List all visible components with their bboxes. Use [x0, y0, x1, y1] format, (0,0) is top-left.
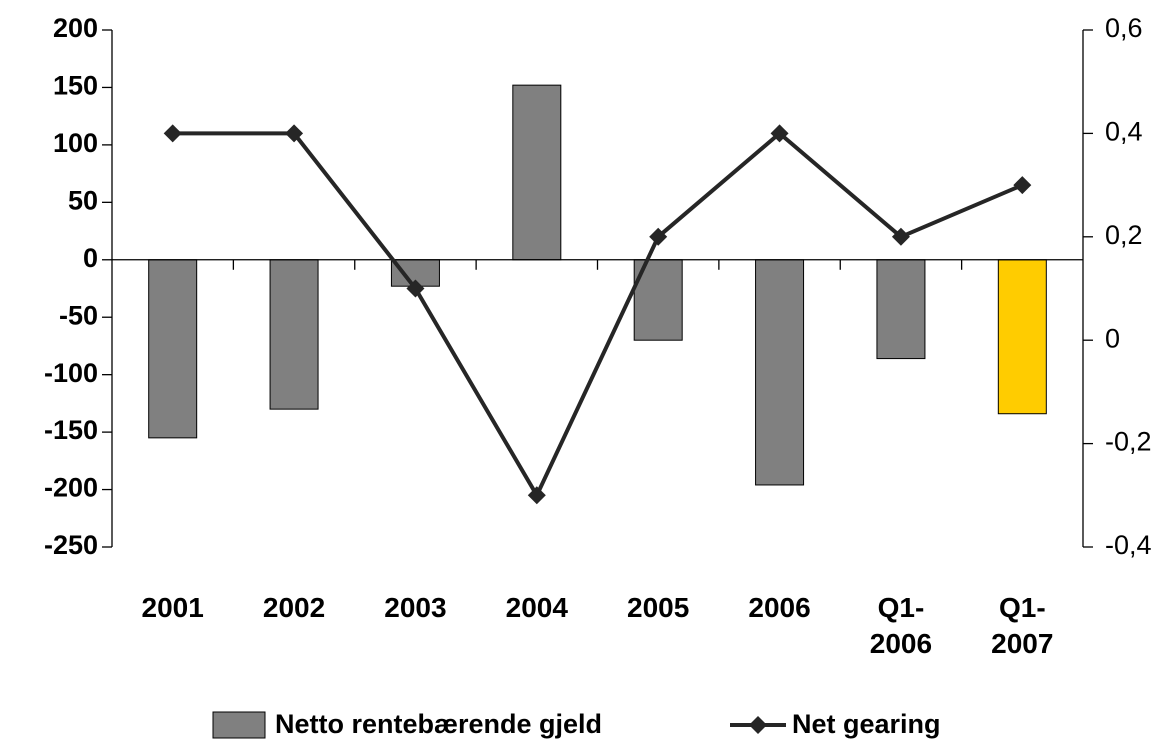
x-tick-label: 2002	[262, 592, 326, 623]
legend-marker	[749, 716, 767, 734]
line-marker	[649, 227, 668, 246]
bar	[512, 84, 562, 261]
y-tick-label: -100	[44, 358, 98, 388]
y-tick-label: 50	[68, 185, 98, 215]
x-tick-label: 2006	[748, 592, 811, 623]
line	[172, 130, 1024, 500]
y2-tick-label: 0,4	[1105, 117, 1143, 147]
x-tick-label: 2004	[505, 592, 568, 623]
y-tick-label: 200	[53, 13, 98, 43]
y-tick-label: -250	[44, 530, 98, 560]
y-tick-label: 150	[53, 71, 98, 101]
y-tick-label: -150	[44, 415, 98, 445]
line-marker	[891, 227, 910, 246]
y2-tick-label: 0,2	[1105, 220, 1143, 250]
bar	[269, 259, 319, 410]
bar	[876, 259, 926, 360]
line-marker	[285, 124, 304, 143]
x-tick-label: Q1-2006	[869, 592, 933, 659]
y2-tick-label: -0,4	[1105, 530, 1152, 560]
x-tick-label: 2001	[141, 592, 204, 623]
line-marker	[163, 124, 182, 143]
y-tick-label: 100	[53, 128, 98, 158]
x-tick-label: Q1-2007	[991, 592, 1054, 659]
line-marker	[527, 486, 546, 505]
bar	[755, 259, 805, 486]
line-marker	[406, 279, 425, 298]
legend-swatch	[212, 711, 266, 739]
y-tick-label: -200	[44, 473, 98, 503]
y-tick-label: -50	[59, 300, 98, 330]
x-tick-label: 2003	[384, 592, 447, 623]
y-tick-label: 0	[83, 243, 98, 273]
y2-tick-label: 0	[1105, 323, 1120, 353]
x-tick-label: 2005	[627, 592, 690, 623]
y2-tick-label: 0,6	[1105, 13, 1143, 43]
bar	[997, 259, 1047, 415]
line-marker	[1013, 176, 1032, 195]
legend-label: Netto rentebærende gjeld	[275, 709, 602, 739]
line-marker	[770, 124, 789, 143]
bar	[148, 259, 198, 439]
y2-tick-label: -0,2	[1105, 427, 1152, 457]
legend-label: Net gearing	[792, 709, 941, 739]
